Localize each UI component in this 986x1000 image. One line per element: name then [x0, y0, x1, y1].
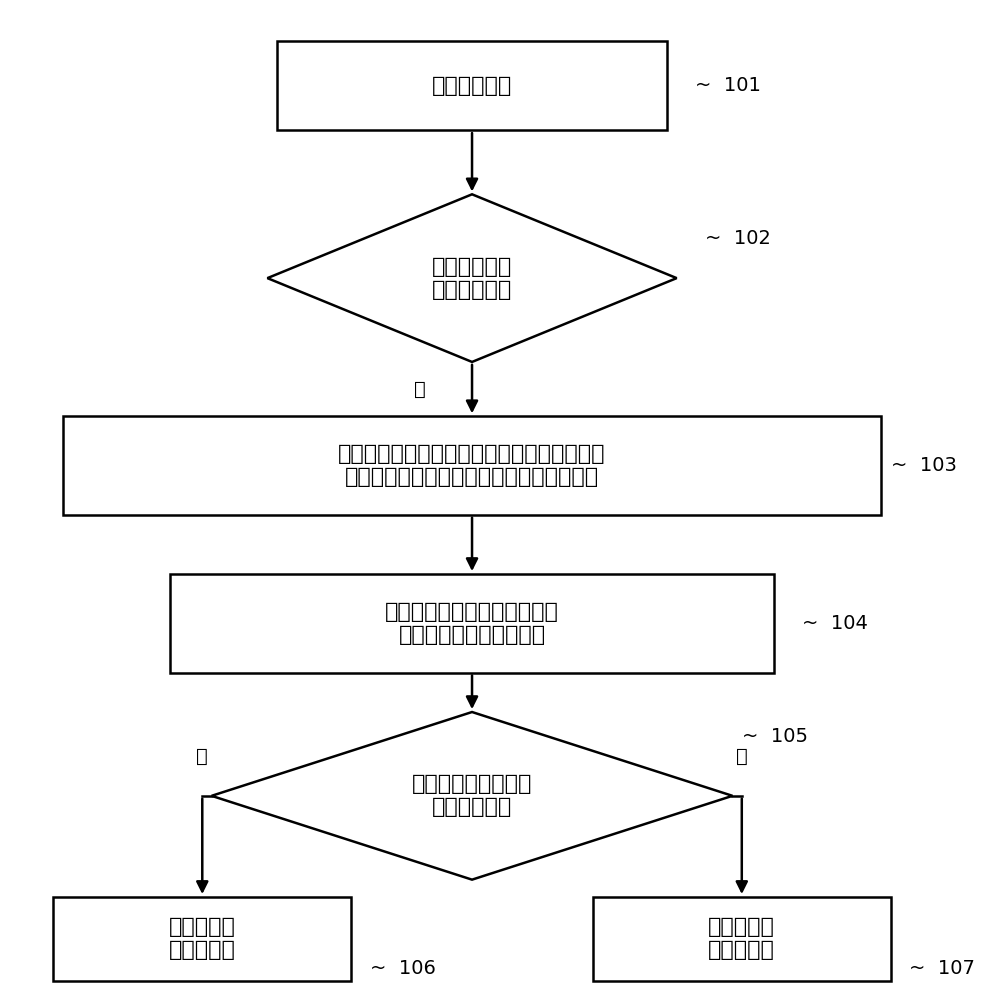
Text: ~  102: ~ 102: [704, 229, 770, 248]
Bar: [53, 897, 351, 981]
Bar: [170, 574, 774, 673]
Bar: [276, 41, 667, 130]
Text: 是: 是: [196, 747, 208, 766]
Text: 否: 否: [736, 747, 747, 766]
Text: 分别拷贝调度任务得到至少两个镜像任务，并
为不同的镜像任务对应设置不同的任务周期: 分别拷贝调度任务得到至少两个镜像任务，并 为不同的镜像任务对应设置不同的任务周期: [338, 444, 605, 487]
Text: ~  106: ~ 106: [370, 959, 435, 978]
Text: 确定拷贝调
度任务失败: 确定拷贝调 度任务失败: [708, 917, 774, 960]
Text: ~  104: ~ 104: [802, 614, 868, 633]
Text: 判断是否需要
执行调度任务: 判断是否需要 执行调度任务: [432, 257, 512, 300]
Text: 定义调度任务: 定义调度任务: [432, 76, 512, 96]
Bar: [63, 416, 880, 515]
Text: ~  105: ~ 105: [741, 727, 807, 746]
Text: 调度所有镜像任务并行运行以
处理对应任务周期的数据: 调度所有镜像任务并行运行以 处理对应任务周期的数据: [385, 602, 558, 645]
Text: 监视镜像任务的运行
状态是否正常: 监视镜像任务的运行 状态是否正常: [411, 774, 531, 817]
Text: ~  103: ~ 103: [889, 456, 955, 475]
Text: ~  107: ~ 107: [908, 959, 974, 978]
Polygon shape: [211, 712, 732, 880]
Polygon shape: [267, 194, 676, 362]
Text: 确定拷贝调
度任务成功: 确定拷贝调 度任务成功: [169, 917, 236, 960]
Bar: [593, 897, 889, 981]
Text: ~  101: ~ 101: [694, 76, 760, 95]
Text: 是: 是: [413, 380, 425, 399]
